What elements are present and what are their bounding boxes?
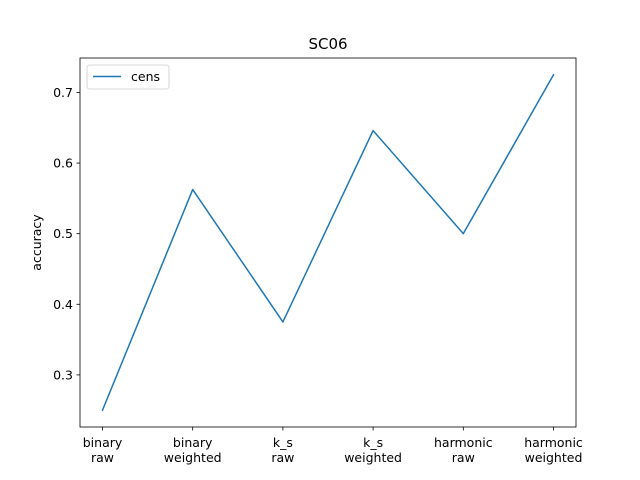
x-tick-label-line: weighted (525, 450, 583, 465)
x-tick-label-line: k_s (273, 435, 293, 450)
x-tick-label-line: harmonic (434, 435, 493, 450)
x-tick-label-line: harmonic (524, 435, 583, 450)
series-line-cens (101, 73, 555, 412)
y-tick-label: 0.7 (53, 85, 73, 100)
plot-frame (79, 57, 577, 428)
x-tick-label-line: weighted (344, 450, 402, 465)
legend-box (86, 64, 170, 90)
chart-title: SC06 (308, 35, 347, 53)
x-tick-label: k_s raw (271, 435, 294, 465)
y-tick-label: 0.5 (53, 226, 73, 241)
x-tick-label-line: raw (91, 450, 114, 465)
y-axis-ticks: 0.3 0.4 0.5 0.6 0.7 (53, 85, 80, 382)
legend-label: cens (131, 69, 160, 84)
plot-area (80, 58, 576, 427)
y-axis-label: accuracy (29, 214, 44, 271)
x-tick-label: harmonic raw (434, 435, 493, 465)
x-tick-label-line: raw (271, 450, 294, 465)
x-tick-label-line: weighted (164, 450, 222, 465)
y-tick-label: 0.6 (53, 156, 73, 171)
legend: cens (86, 64, 170, 90)
y-tick-label: 0.4 (53, 297, 73, 312)
x-tick-label-line: binary (173, 435, 213, 450)
x-tick-label: binary raw (83, 435, 123, 465)
y-tick-label: 0.3 (53, 367, 73, 382)
x-tick-label: binary weighted (164, 435, 222, 465)
x-tick-label-line: binary (83, 435, 123, 450)
x-tick-label-line: raw (452, 450, 475, 465)
series-layer (101, 73, 555, 412)
x-tick-label: harmonic weighted (524, 435, 583, 465)
x-tick-label: k_s weighted (344, 435, 402, 465)
x-tick-label-line: k_s (363, 435, 383, 450)
